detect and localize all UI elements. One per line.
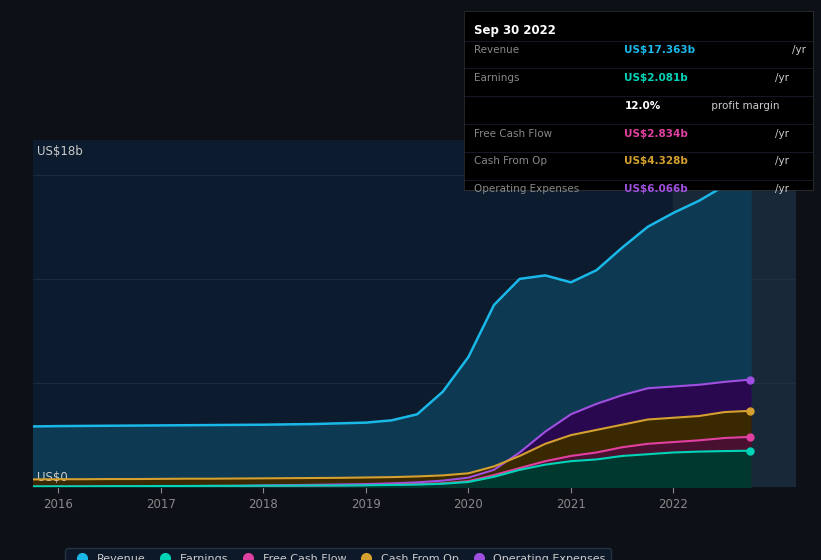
Text: US$4.328b: US$4.328b xyxy=(624,156,688,166)
Point xyxy=(744,407,757,416)
Point xyxy=(744,446,757,455)
Text: /yr: /yr xyxy=(775,73,789,83)
Text: profit margin: profit margin xyxy=(708,101,780,111)
Text: /yr: /yr xyxy=(775,156,789,166)
Bar xyxy=(673,140,796,487)
Text: Free Cash Flow: Free Cash Flow xyxy=(475,129,553,138)
Text: US$0: US$0 xyxy=(37,471,67,484)
Legend: Revenue, Earnings, Free Cash Flow, Cash From Op, Operating Expenses: Revenue, Earnings, Free Cash Flow, Cash … xyxy=(66,548,611,560)
Point xyxy=(744,432,757,441)
Text: Sep 30 2022: Sep 30 2022 xyxy=(475,24,556,37)
Point xyxy=(744,375,757,384)
Text: US$6.066b: US$6.066b xyxy=(624,184,688,194)
Text: /yr: /yr xyxy=(775,184,789,194)
Text: US$2.834b: US$2.834b xyxy=(624,129,688,138)
Text: US$17.363b: US$17.363b xyxy=(624,45,695,55)
Text: Operating Expenses: Operating Expenses xyxy=(475,184,580,194)
Text: /yr: /yr xyxy=(775,129,789,138)
Text: 12.0%: 12.0% xyxy=(624,101,661,111)
Text: US$2.081b: US$2.081b xyxy=(624,73,688,83)
Text: Cash From Op: Cash From Op xyxy=(475,156,548,166)
Text: Revenue: Revenue xyxy=(475,45,520,55)
Text: /yr: /yr xyxy=(791,45,806,55)
Text: Earnings: Earnings xyxy=(475,73,520,83)
Text: US$18b: US$18b xyxy=(37,145,82,158)
Point xyxy=(744,177,757,186)
